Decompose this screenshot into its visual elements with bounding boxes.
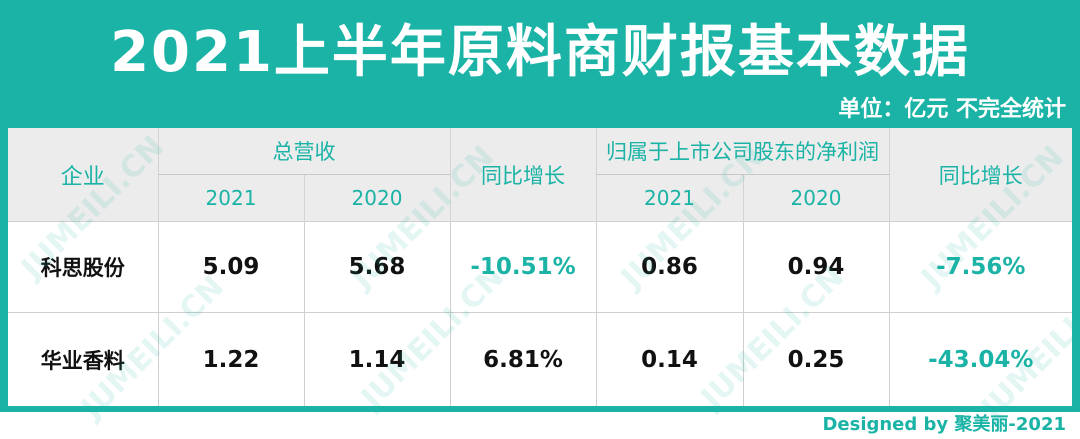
profit-2021-cell: 0.86 — [595, 221, 743, 313]
revenue-2021-header: 2021 — [157, 174, 304, 222]
revenue-2020-cell: 1.14 — [303, 312, 450, 406]
revenue-2021-cell: 5.09 — [157, 221, 304, 313]
bottom-border — [0, 406, 1080, 412]
revenue-2020-header: 2020 — [303, 174, 450, 222]
title-banner: 2021上半年原料商财报基本数据 单位：亿元 不完全统计 — [0, 0, 1080, 128]
unit-note: 单位：亿元 不完全统计 — [838, 97, 1066, 122]
revenue-column-header: 总营收 — [157, 128, 450, 175]
data-table-container: 企业 总营收 同比增长 归属于上市公司股东的净利润 同比增长 2021 2020… — [8, 128, 1072, 406]
revenue-yoy-column-header: 同比增长 — [449, 128, 596, 222]
revenue-yoy-cell: 6.81% — [449, 312, 596, 406]
company-column-header: 企业 — [8, 128, 158, 222]
left-border — [0, 128, 8, 410]
table-row: 科思股份 5.09 5.68 -10.51% 0.86 0.94 -7.56% — [8, 221, 1072, 313]
right-border — [1072, 128, 1080, 410]
profit-2021-cell: 0.14 — [595, 312, 743, 406]
company-name: 华业香料 — [8, 312, 158, 406]
profit-2020-header: 2020 — [742, 174, 889, 222]
profit-2020-cell: 0.94 — [742, 221, 889, 313]
profit-2020-cell: 0.25 — [742, 312, 889, 406]
net-profit-column-header: 归属于上市公司股东的净利润 — [595, 128, 889, 175]
revenue-yoy-cell: -10.51% — [449, 221, 596, 313]
profit-yoy-cell: -7.56% — [888, 221, 1072, 313]
revenue-2020-cell: 5.68 — [303, 221, 450, 313]
financial-data-table: 企业 总营收 同比增长 归属于上市公司股东的净利润 同比增长 2021 2020… — [8, 128, 1072, 406]
profit-yoy-cell: -43.04% — [888, 312, 1072, 406]
page-title: 2021上半年原料商财报基本数据 — [110, 20, 970, 85]
designer-credit: Designed by 聚美丽-2021 — [822, 414, 1066, 435]
table-row: 华业香料 1.22 1.14 6.81% 0.14 0.25 -43.04% — [8, 312, 1072, 406]
profit-yoy-column-header: 同比增长 — [888, 128, 1072, 222]
revenue-2021-cell: 1.22 — [157, 312, 304, 406]
profit-2021-header: 2021 — [595, 174, 743, 222]
company-name: 科思股份 — [8, 221, 158, 313]
